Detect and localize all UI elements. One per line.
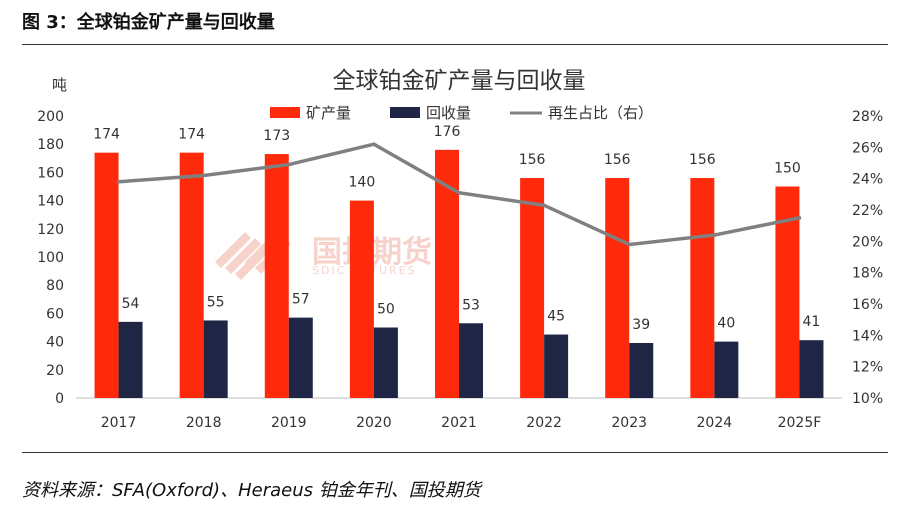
chart-title: 全球铂金矿产量与回收量 (333, 68, 586, 94)
y-tick-label: 200 (37, 109, 64, 125)
data-label-recycling: 53 (462, 297, 480, 313)
x-tick-label: 2025F (778, 415, 822, 431)
ratio-point (286, 162, 291, 167)
y2-tick-label: 18% (852, 266, 883, 282)
figure-caption: 图 3：全球铂金矿产量与回收量 (22, 12, 275, 33)
data-label-production: 150 (774, 161, 801, 177)
x-tick-label: 2017 (101, 415, 137, 431)
data-label-production: 140 (349, 175, 376, 191)
y-tick-label: 120 (37, 222, 64, 238)
y-tick-label: 100 (37, 250, 64, 266)
y2-tick-label: 12% (852, 360, 883, 376)
data-label-production: 174 (93, 127, 120, 143)
ratio-point (712, 233, 717, 237)
data-label-recycling: 57 (292, 292, 310, 308)
data-label-production: 176 (434, 124, 461, 140)
y-tick-label: 80 (46, 278, 64, 294)
x-tick-label: 2018 (186, 415, 222, 431)
bar-production (264, 154, 289, 398)
watermark: 国投期货 SDIC FUTURES (215, 232, 432, 280)
bar-production (605, 178, 630, 398)
y-tick-label: 140 (37, 194, 64, 210)
data-label-production: 173 (263, 128, 290, 144)
x-tick-label: 2022 (526, 415, 562, 431)
legend-ratio-label: 再生占比（右） (548, 104, 653, 122)
bar-recycling (203, 320, 228, 398)
y-tick-label: 160 (37, 165, 64, 181)
source-note: 资料来源：SFA(Oxford)、Heraeus 铂金年刊、国投期货 (22, 480, 481, 501)
data-label-production: 156 (689, 152, 716, 168)
bar-recycling (629, 343, 654, 398)
bar-production (520, 178, 545, 398)
ratio-point (542, 203, 546, 208)
x-tick-label: 2024 (697, 415, 733, 431)
x-tick-label: 2021 (441, 415, 477, 431)
data-label-recycling: 40 (717, 316, 735, 332)
x-tick-label: 2020 (356, 415, 392, 431)
legend-recycling-swatch (390, 107, 420, 118)
ratio-point (797, 216, 802, 220)
top-rule (22, 44, 888, 45)
bar-production (179, 152, 204, 398)
bar-recycling (714, 341, 739, 398)
legend-recycling-label: 回收量 (426, 104, 471, 122)
y-tick-label: 20 (46, 363, 64, 379)
bar-production (349, 200, 374, 398)
bar-recycling (288, 317, 313, 398)
y-tick-label: 180 (37, 137, 64, 153)
ratio-point (372, 142, 376, 146)
ratio-point (116, 180, 121, 184)
y2-tick-label: 24% (852, 172, 883, 188)
bar-recycling (118, 321, 143, 398)
y2-tick-label: 22% (852, 203, 883, 219)
data-label-recycling: 55 (207, 294, 225, 310)
bar-recycling (544, 334, 569, 398)
bar-production (690, 178, 715, 398)
data-label-recycling: 50 (377, 302, 395, 318)
legend: 矿产量 回收量 再生占比（右） (270, 104, 653, 122)
y2-tick-label: 20% (852, 234, 883, 250)
legend-production-swatch (270, 107, 300, 118)
data-label-production: 156 (519, 152, 546, 168)
y2-tick-label: 10% (852, 391, 883, 407)
data-label-recycling: 39 (632, 317, 650, 333)
legend-production-label: 矿产量 (306, 104, 351, 122)
bar-recycling (459, 323, 483, 398)
x-tick-label: 2019 (271, 415, 307, 431)
data-label-recycling: 41 (803, 314, 821, 330)
bar-production (94, 152, 119, 398)
y2-tick-label: 26% (852, 140, 883, 156)
bar-recycling (373, 327, 398, 398)
data-label-recycling: 54 (122, 296, 140, 312)
ratio-point (627, 242, 632, 247)
ratio-point (201, 173, 206, 178)
y-tick-label: 60 (46, 306, 64, 322)
data-label-recycling: 45 (547, 309, 565, 325)
y2-tick-label: 28% (852, 109, 883, 125)
y2-tick-label: 16% (852, 297, 883, 313)
ratio-point (457, 190, 461, 195)
x-tick-label: 2023 (611, 415, 647, 431)
y-tick-label: 0 (55, 391, 64, 407)
bar-recycling (799, 340, 824, 398)
y-tick-label: 40 (46, 335, 64, 351)
data-label-production: 156 (604, 152, 631, 168)
data-label-production: 174 (178, 127, 205, 143)
y2-tick-label: 14% (852, 328, 883, 344)
bottom-rule (22, 452, 888, 453)
y-axis-label: 吨 (52, 76, 67, 94)
